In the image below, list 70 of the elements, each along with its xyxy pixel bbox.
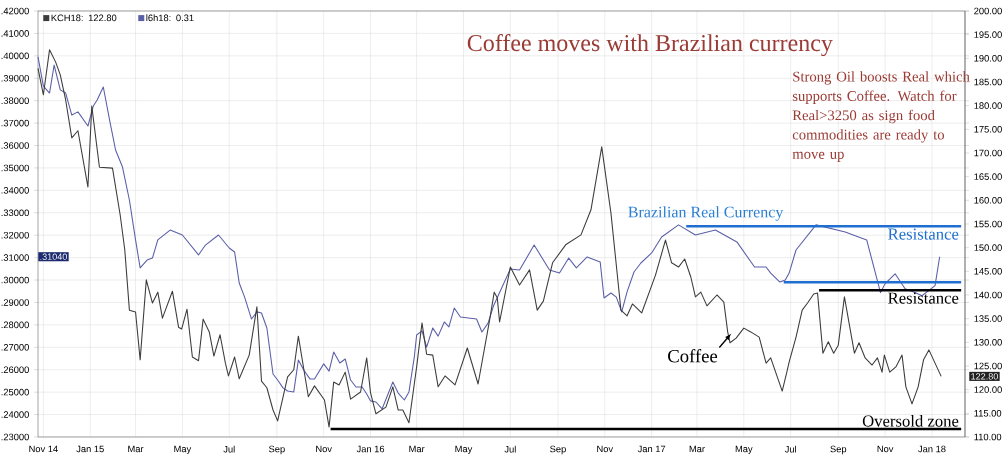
- annotation: Coffee: [668, 349, 718, 363]
- y-tick-label: .29000: [1, 299, 29, 306]
- x-tick-label: Mar: [409, 445, 425, 453]
- annotation: Strong Oil boosts Real which supports Coffee. Watch for Real>3250 as sign food commodities are ready to move up: [792, 71, 970, 162]
- x-tick-label: Jan 18: [918, 445, 946, 453]
- y2-tick-label: 145.00: [974, 268, 1002, 275]
- y-tick-label: .25000: [1, 388, 29, 396]
- y-tick-label: .31000: [1, 254, 29, 261]
- text: 122.80: [971, 373, 998, 380]
- x-tick-label: Sep: [550, 445, 566, 455]
- series-label: Resistance: [888, 228, 959, 240]
- series-label: Resistance: [888, 292, 959, 304]
- y-tick-label: .41000: [1, 30, 29, 37]
- annotation: Brazilian Real Currency: [628, 206, 784, 221]
- x-tick-label: Nov 14: [29, 445, 58, 453]
- x-tick-label: Jan 15: [76, 445, 104, 453]
- y-tick-label: .38000: [1, 97, 29, 104]
- x-tick-label: May: [735, 445, 753, 455]
- y2-tick-label: 185.00: [974, 78, 1002, 86]
- x-tick-label: Jan 17: [637, 445, 666, 453]
- x-tick-label: Nov: [316, 445, 332, 453]
- y2-tick-label: 135.00: [974, 315, 1002, 322]
- x-tick-label: Mar: [128, 445, 144, 453]
- x-tick-label: Sep: [268, 445, 285, 455]
- y2-tick-label: 170.00: [974, 149, 1002, 157]
- y-tick-label: .33000: [1, 209, 29, 217]
- y2-tick-label: 115.00: [974, 410, 1002, 417]
- y-tick-label: .35000: [1, 164, 29, 172]
- x-tick-label: Jul: [504, 445, 516, 453]
- y2-tick-label: 140.00: [974, 291, 1002, 299]
- x-tick-label: May: [174, 445, 192, 455]
- y-tick-label: .28000: [1, 321, 29, 329]
- y-tick-label: .30000: [1, 276, 29, 284]
- legend-label: l6h18: 0.31: [146, 14, 194, 22]
- y2-tick-label: 155.00: [974, 220, 1002, 228]
- text: Coffee moves with Brazilian currency: [467, 34, 833, 57]
- y2-tick-label: 180.00: [974, 102, 1002, 109]
- x-tick-label: Sep: [830, 445, 847, 455]
- y-tick-label: .34000: [1, 187, 29, 194]
- y2-tick-label: 195.00: [974, 31, 1002, 38]
- y-tick-label: .23000: [1, 433, 29, 441]
- x-tick-label: Jul: [223, 445, 235, 453]
- y2-tick-label: 150.00: [974, 244, 1002, 251]
- legend-label: KCH18: 122.80: [51, 14, 117, 22]
- y-tick-label: .39000: [1, 74, 29, 82]
- y-tick-label: .42000: [1, 7, 29, 15]
- y-tick-label: .27000: [1, 344, 29, 351]
- y2-tick-label: 200.00: [974, 7, 1002, 15]
- x-tick-label: Jul: [784, 445, 796, 453]
- y2-tick-label: 175.00: [974, 126, 1002, 133]
- y2-tick-label: 120.00: [974, 386, 1002, 393]
- x-tick-label: Nov: [877, 445, 894, 453]
- x-tick-label: Nov: [597, 445, 614, 453]
- annotation: .31040: [40, 253, 67, 260]
- y-tick-label: .36000: [1, 142, 29, 149]
- x-tick-label: Jan 16: [356, 445, 385, 453]
- y2-tick-label: 130.00: [974, 339, 1002, 346]
- y-tick-label: .24000: [1, 411, 29, 418]
- y-tick-label: .37000: [1, 119, 29, 127]
- y2-tick-label: 125.00: [974, 362, 1002, 370]
- series-label: Oversold zone: [862, 414, 959, 427]
- y-tick-label: .26000: [1, 366, 29, 374]
- x-tick-label: May: [455, 445, 473, 455]
- y2-tick-label: 110.00: [974, 433, 1002, 441]
- y-tick-label: .40000: [1, 52, 29, 60]
- y2-tick-label: 160.00: [974, 197, 1002, 204]
- y2-tick-label: 165.00: [974, 173, 1002, 180]
- x-tick-label: Mar: [689, 445, 705, 453]
- y-tick-label: .32000: [1, 231, 29, 239]
- y2-tick-label: 190.00: [974, 55, 1002, 62]
